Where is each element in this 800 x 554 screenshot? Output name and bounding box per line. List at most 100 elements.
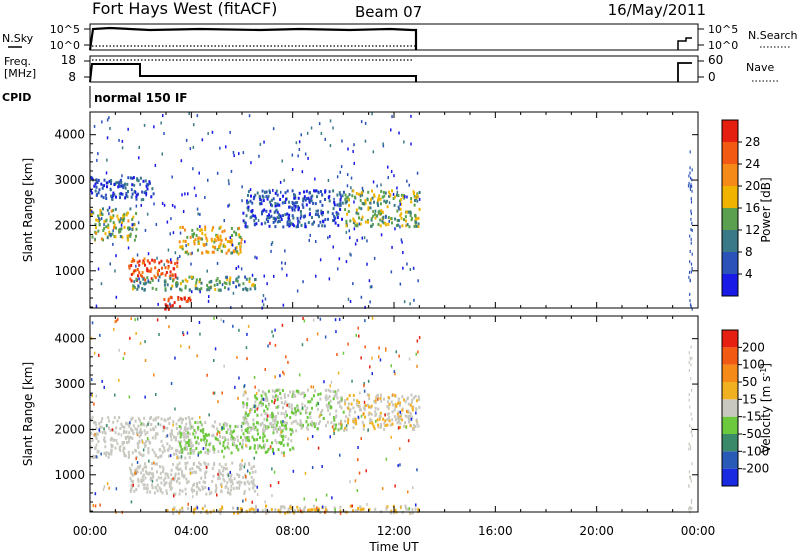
echo-cell	[220, 239, 223, 243]
echo-cell	[241, 421, 244, 425]
echo-cell	[289, 448, 292, 452]
echo-cell	[183, 228, 186, 232]
sparse-echo-cell	[92, 454, 94, 458]
sparse-echo-cell	[402, 266, 404, 270]
echo-cell	[232, 441, 235, 445]
sparse-echo-cell	[319, 414, 321, 417]
echo-cell	[188, 455, 191, 459]
echo-cell	[265, 209, 268, 213]
echo-cell	[272, 220, 275, 224]
echo-cell	[184, 456, 187, 460]
sparse-echo-cell	[271, 241, 274, 244]
echo-cell	[187, 435, 190, 439]
sparse-echo-cell	[309, 233, 311, 237]
echo-cell	[359, 508, 362, 512]
echo-cell	[362, 507, 365, 511]
echo-cell	[369, 421, 372, 425]
nsearch-label: N.Search	[748, 29, 798, 42]
sparse-echo-cell	[248, 114, 251, 118]
echo-cell	[280, 412, 283, 415]
echo-cell	[340, 398, 343, 402]
echo-cell	[106, 185, 108, 189]
echo-cell	[189, 298, 192, 302]
echo-cell	[390, 217, 393, 220]
echo-cell	[223, 422, 226, 426]
echo-cell	[154, 416, 157, 420]
echo-cell	[297, 208, 300, 212]
echo-cell	[343, 429, 346, 432]
echo-cell	[195, 440, 198, 444]
sparse-echo-cell	[169, 454, 172, 458]
echo-cell	[263, 409, 266, 413]
echo-cell	[323, 224, 326, 228]
echo-cell	[353, 195, 356, 199]
sparse-echo-cell	[387, 165, 389, 169]
echo-cell	[97, 178, 100, 182]
echo-cell	[181, 508, 184, 512]
echo-cell	[103, 438, 105, 442]
echo-cell	[160, 417, 163, 421]
sparse-echo-cell	[284, 261, 286, 265]
sparse-echo-cell	[364, 305, 366, 309]
echo-cell	[334, 394, 337, 398]
echo-cell	[170, 260, 173, 264]
echo-cell	[276, 398, 279, 402]
late-echo-cell	[690, 270, 692, 274]
sparse-echo-cell	[100, 452, 102, 456]
echo-cell	[219, 512, 222, 515]
echo-cell	[250, 507, 253, 511]
sparse-echo-cell	[417, 350, 419, 354]
echo-cell	[341, 201, 344, 205]
echo-cell	[410, 197, 413, 200]
echo-cell	[136, 470, 139, 474]
echo-cell	[166, 442, 169, 446]
echo-cell	[185, 441, 188, 445]
echo-cell	[245, 405, 248, 409]
echo-cell	[226, 428, 229, 432]
echo-cell	[252, 424, 255, 428]
sparse-echo-cell	[261, 299, 264, 303]
echo-cell	[299, 423, 302, 427]
echo-cell	[105, 451, 108, 455]
echo-cell	[152, 418, 155, 422]
sparse-echo-cell	[135, 457, 137, 461]
echo-cell	[389, 193, 392, 197]
sparse-echo-cell	[295, 141, 298, 145]
echo-cell	[381, 210, 384, 214]
echo-cell	[190, 275, 193, 279]
sparse-echo-cell	[241, 459, 243, 463]
echo-cell	[187, 441, 190, 445]
echo-cell	[95, 423, 98, 427]
echo-cell	[160, 439, 163, 443]
echo-cell	[211, 250, 214, 254]
echo-cell	[135, 193, 138, 197]
echo-cell	[146, 483, 149, 487]
echo-cell	[227, 438, 230, 442]
sparse-echo-cell	[341, 139, 343, 143]
echo-cell	[344, 208, 347, 212]
echo-cell	[173, 267, 176, 271]
echo-cell	[227, 240, 229, 243]
echo-cell	[188, 275, 191, 279]
echo-cell	[407, 210, 410, 214]
echo-cell	[212, 245, 214, 249]
echo-cell	[196, 227, 199, 231]
echo-cell	[137, 484, 140, 488]
sparse-echo-cell	[207, 132, 209, 135]
echo-cell	[387, 412, 390, 416]
echo-cell	[154, 266, 157, 270]
echo-cell	[109, 215, 112, 219]
echo-cell	[179, 417, 182, 421]
echo-cell	[204, 504, 206, 508]
echo-cell	[111, 216, 114, 220]
echo-cell	[415, 418, 418, 422]
echo-cell	[156, 483, 159, 487]
echo-cell	[204, 421, 207, 425]
echo-cell	[307, 423, 310, 427]
echo-cell	[199, 229, 202, 233]
echo-cell	[271, 204, 274, 208]
sparse-echo-cell	[262, 294, 265, 297]
echo-cell	[385, 507, 388, 511]
echo-cell	[146, 276, 149, 280]
echo-cell	[418, 398, 421, 401]
